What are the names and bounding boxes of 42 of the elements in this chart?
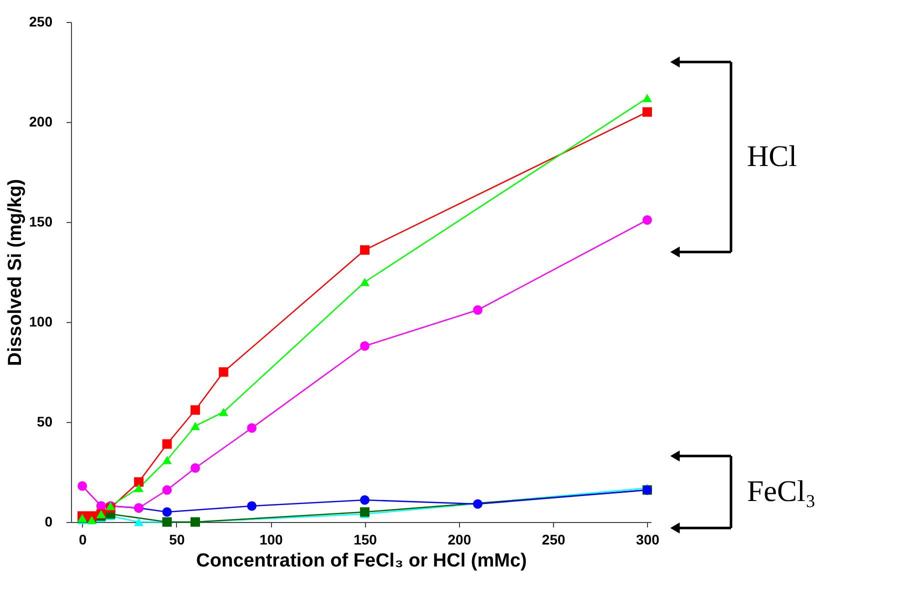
point — [218, 367, 228, 377]
y-tick-label: 50 — [36, 414, 53, 430]
point — [473, 499, 482, 509]
point — [360, 341, 370, 351]
y-tick-label: 250 — [29, 14, 53, 30]
point — [218, 408, 228, 416]
x-tick-label: 250 — [542, 532, 566, 548]
text: HCl — [747, 140, 798, 173]
x-tick-label: 300 — [636, 532, 660, 548]
point — [134, 477, 144, 487]
y-tick-label: 0 — [44, 514, 53, 530]
point — [642, 215, 652, 225]
point — [247, 423, 257, 433]
point — [78, 481, 88, 491]
point — [360, 495, 370, 505]
y-tick-label: 200 — [29, 114, 53, 130]
point — [247, 501, 257, 511]
y-tick-label: 100 — [29, 314, 53, 330]
x-tick-label: 50 — [169, 532, 185, 548]
point — [134, 484, 144, 492]
point — [162, 507, 172, 517]
point — [642, 94, 652, 102]
point — [360, 245, 370, 255]
point — [642, 107, 652, 117]
point — [360, 507, 370, 517]
x-axis-title: Concentration of FeCl₃ or HCl (mMc) — [196, 550, 527, 572]
point — [162, 456, 172, 464]
point — [162, 485, 172, 495]
point — [473, 305, 482, 315]
point — [162, 439, 172, 449]
x-tick-label: 200 — [448, 532, 472, 548]
point — [360, 278, 370, 286]
text: FeCl₃ — [747, 475, 816, 508]
point — [134, 518, 144, 526]
point — [190, 463, 200, 473]
point — [190, 422, 200, 430]
x-tick-label: 0 — [78, 532, 87, 548]
y-tick-label: 150 — [29, 214, 53, 230]
point — [190, 405, 200, 415]
x-tick-label: 100 — [259, 532, 284, 548]
x-tick-label: 150 — [354, 532, 378, 548]
y-axis-title: Dissolved Si (mg/kg) — [5, 179, 26, 366]
